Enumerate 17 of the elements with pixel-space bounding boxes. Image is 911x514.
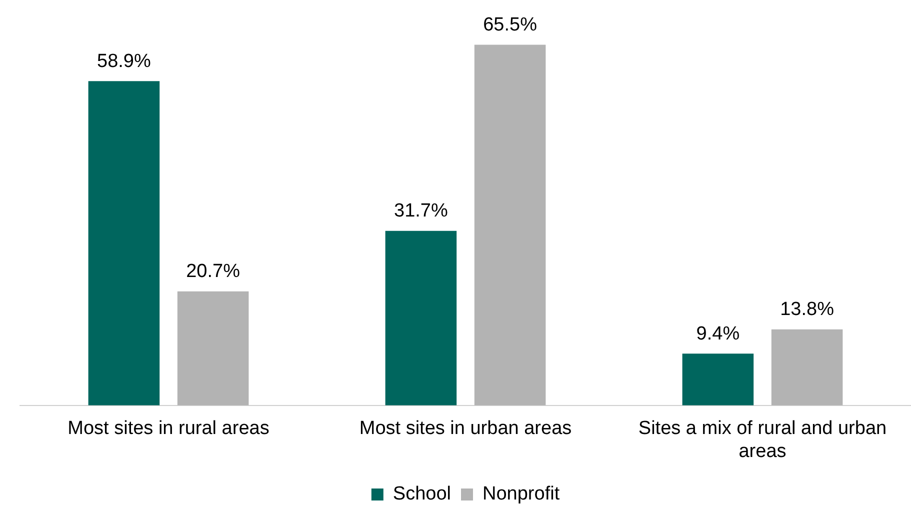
- data-label: 31.7%: [394, 200, 448, 222]
- data-label: 13.8%: [780, 299, 834, 320]
- bar: [474, 44, 546, 406]
- x-tick-label: Sites a mix of rural and urban areas: [638, 418, 887, 462]
- bar: [682, 354, 754, 406]
- data-label: 20.7%: [186, 261, 240, 282]
- data-label: 65.5%: [483, 14, 538, 36]
- legend-label: Nonprofit: [482, 484, 560, 505]
- bar: [771, 329, 843, 406]
- bar: [88, 81, 160, 406]
- data-label: 9.4%: [696, 323, 740, 344]
- legend-label: School: [392, 484, 452, 505]
- x-tick-label: Most sites in rural areas: [68, 418, 270, 440]
- bar: [177, 291, 249, 406]
- data-label: 58.9%: [97, 50, 151, 72]
- x-tick-label: Most sites in urban areas: [359, 418, 572, 440]
- bar: [385, 230, 457, 406]
